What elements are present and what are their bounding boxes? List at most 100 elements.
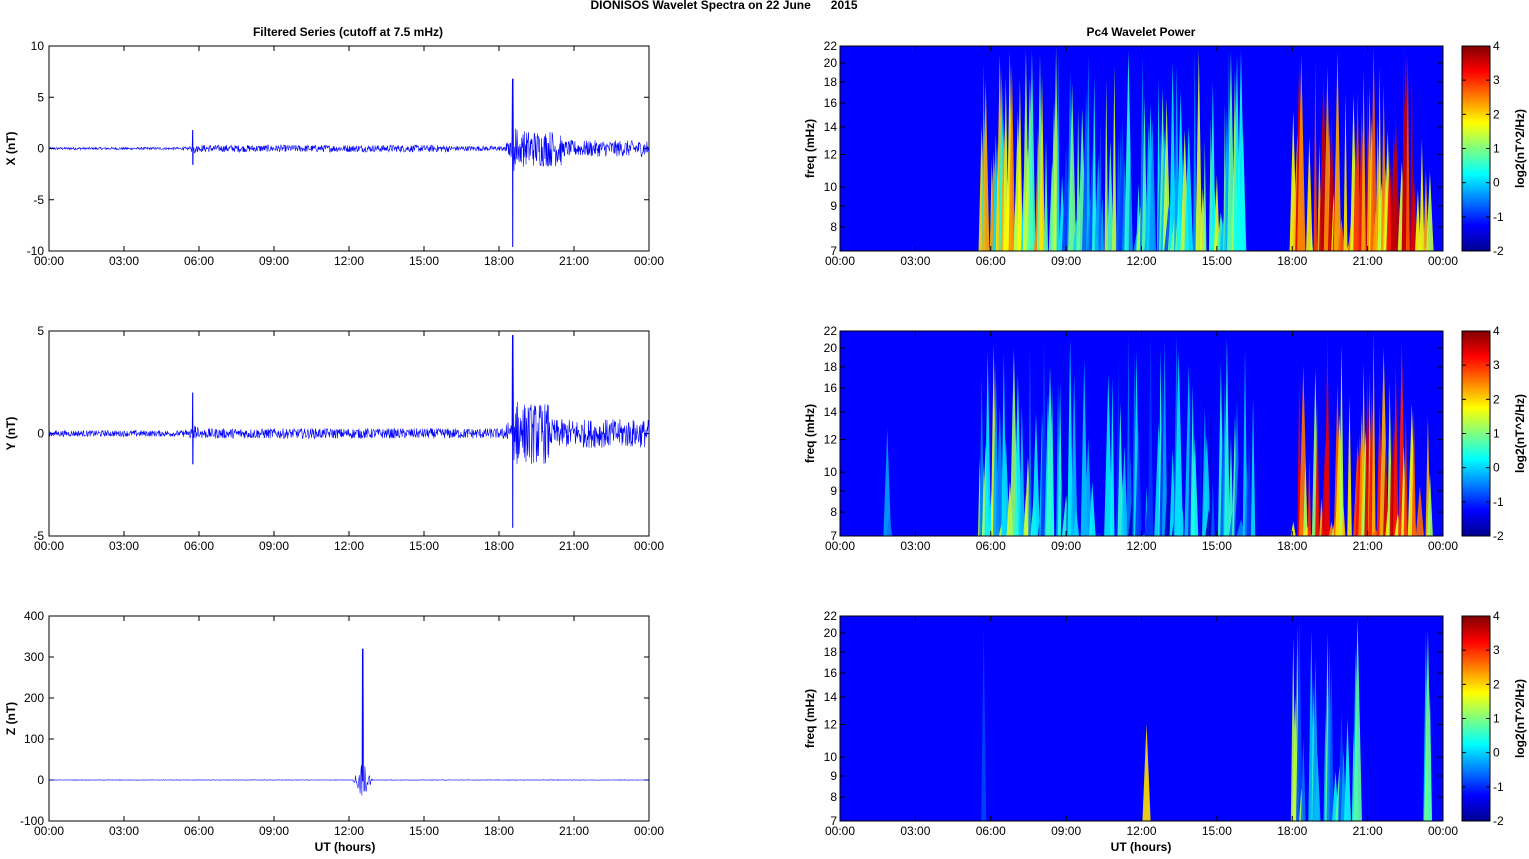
x-tick-label: 21:00 xyxy=(559,824,589,838)
power-streak xyxy=(979,376,985,536)
x-tick-label: 00:00 xyxy=(1428,539,1458,553)
x-tick-label: 03:00 xyxy=(109,254,139,268)
x-tick-label: 00:00 xyxy=(1428,254,1458,268)
power-streak xyxy=(1343,93,1348,251)
x-tick-label: 15:00 xyxy=(1202,539,1232,553)
y-axis-label: X (nT) xyxy=(4,132,18,166)
x-tick-label: 12:00 xyxy=(334,824,364,838)
y-tick-label: 22 xyxy=(824,609,838,623)
power-streak xyxy=(1104,79,1109,251)
y-tick-label: 9 xyxy=(830,484,837,498)
colorbar-tick-label: 2 xyxy=(1493,677,1500,691)
y-tick-label: 16 xyxy=(824,96,838,110)
x-tick-label: 12:00 xyxy=(334,254,364,268)
x-tick-label: 12:00 xyxy=(1126,254,1156,268)
x-tick-label: 15:00 xyxy=(409,824,439,838)
colorbar-tick-label: -1 xyxy=(1493,210,1504,224)
x-tick-label: 03:00 xyxy=(109,824,139,838)
power-streak xyxy=(1361,70,1366,252)
power-streak xyxy=(1313,60,1318,251)
x-tick-label: 12:00 xyxy=(1126,824,1156,838)
power-streak xyxy=(1067,338,1074,536)
y-axis-label: freq (mHz) xyxy=(803,119,817,178)
colorbar-label: log2(nT^2/Hz) xyxy=(1513,679,1527,758)
x-tick-label: 12:00 xyxy=(334,539,364,553)
x-tick-label: 18:00 xyxy=(484,254,514,268)
power-streak xyxy=(1039,74,1045,252)
x-tick-label: 09:00 xyxy=(1051,254,1081,268)
power-streak xyxy=(1080,359,1088,536)
x-tick-label: 09:00 xyxy=(1051,539,1081,553)
power-streak xyxy=(1309,229,1314,251)
x-tick-label: 18:00 xyxy=(1277,824,1307,838)
power-streak xyxy=(1014,374,1022,536)
x-tick-label: 06:00 xyxy=(976,824,1006,838)
power-streak xyxy=(1098,117,1102,251)
x-tick-label: 12:00 xyxy=(1126,539,1156,553)
power-streak xyxy=(1032,412,1040,536)
y-tick-label: 8 xyxy=(830,790,837,804)
x-tick-label: 09:00 xyxy=(259,824,289,838)
power-streak xyxy=(1088,481,1096,536)
x-tick-label: 09:00 xyxy=(259,254,289,268)
power-streak xyxy=(1228,436,1234,536)
power-streak xyxy=(1141,95,1148,251)
power-streak xyxy=(1147,332,1154,536)
power-streak xyxy=(1370,46,1378,251)
power-streak xyxy=(1008,63,1016,251)
power-streak xyxy=(1169,61,1177,252)
x-tick-label: 00:00 xyxy=(34,539,64,553)
y-tick-label: 20 xyxy=(824,56,838,70)
power-streak xyxy=(883,428,892,536)
power-streak xyxy=(1403,413,1408,536)
x-tick-label: 03:00 xyxy=(900,254,930,268)
power-streak xyxy=(1410,175,1418,251)
x-tick-label: 06:00 xyxy=(976,539,1006,553)
power-streak xyxy=(1339,344,1344,536)
y-tick-label: 10 xyxy=(824,180,838,194)
y-tick-label: 22 xyxy=(824,39,838,53)
y-tick-label: 12 xyxy=(824,718,838,732)
power-streak xyxy=(1203,139,1207,251)
power-streak xyxy=(1344,718,1351,821)
power-streak xyxy=(1426,472,1433,536)
power-streak xyxy=(1250,396,1256,536)
y-tick-label: -100 xyxy=(20,814,44,828)
y-axis-label: freq (mHz) xyxy=(803,404,817,463)
power-streak xyxy=(1181,508,1185,536)
y-tick-label: 12 xyxy=(824,433,838,447)
power-streak xyxy=(1110,377,1115,536)
colorbar-tick-label: 3 xyxy=(1493,358,1500,372)
power-streak xyxy=(1347,395,1352,536)
y-tick-label: -5 xyxy=(33,193,44,207)
y-tick-label: 200 xyxy=(24,691,44,705)
y-tick-label: 14 xyxy=(824,690,838,704)
power-streak xyxy=(1068,83,1077,251)
y-tick-label: 0 xyxy=(37,427,44,441)
y-tick-label: 10 xyxy=(824,750,838,764)
colorbar xyxy=(1461,615,1491,822)
colorbar-tick-label: 0 xyxy=(1493,176,1500,190)
y-tick-label: 12 xyxy=(824,148,838,162)
power-streak xyxy=(1246,435,1252,536)
power-streak xyxy=(1224,337,1230,536)
series-trace xyxy=(48,648,650,796)
y-tick-label: 300 xyxy=(24,650,44,664)
power-streak xyxy=(1213,174,1220,251)
x-tick-label: 06:00 xyxy=(184,254,214,268)
power-streak xyxy=(1209,355,1213,536)
y-tick-label: 10 xyxy=(31,39,45,53)
power-streak xyxy=(1306,137,1313,251)
colorbar-tick-label: -1 xyxy=(1493,495,1504,509)
power-streak xyxy=(1056,52,1060,251)
x-tick-label: 18:00 xyxy=(1277,539,1307,553)
y-tick-label: 7 xyxy=(830,529,837,543)
x-tick-label: 21:00 xyxy=(559,254,589,268)
colorbar-tick-label: 3 xyxy=(1493,73,1500,87)
x-tick-label: 00:00 xyxy=(825,254,855,268)
power-streak xyxy=(1142,723,1151,821)
